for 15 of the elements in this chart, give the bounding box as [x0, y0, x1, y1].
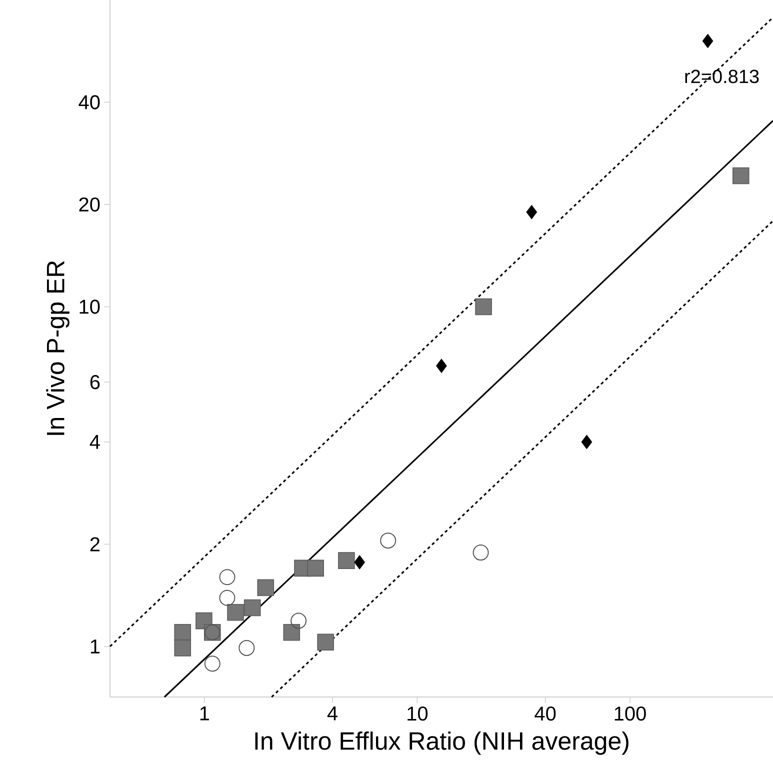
x-tick-label: 100	[614, 706, 646, 721]
y-tick-label: 10	[80, 300, 100, 314]
x-tick-label: 10	[408, 706, 428, 721]
y-tick-label: 20	[79, 197, 100, 212]
y-tick-label: 2	[90, 537, 100, 552]
y-tick-label: 1	[90, 640, 100, 654]
x-tick-label: 4	[327, 706, 338, 720]
y-axis-title: In Vivo P-gp ER	[46, 260, 70, 435]
y-tick-label: 6	[90, 375, 100, 390]
y-tick-label: 4	[90, 435, 100, 449]
y-tick-label: 40	[78, 95, 100, 110]
annotation: r2=0.813	[685, 70, 759, 84]
x-tick-label: 1	[200, 706, 209, 720]
x-axis-title: In Vitro Efflux Ratio (NIH average)	[255, 732, 628, 755]
x-tick-label: 40	[534, 706, 556, 721]
